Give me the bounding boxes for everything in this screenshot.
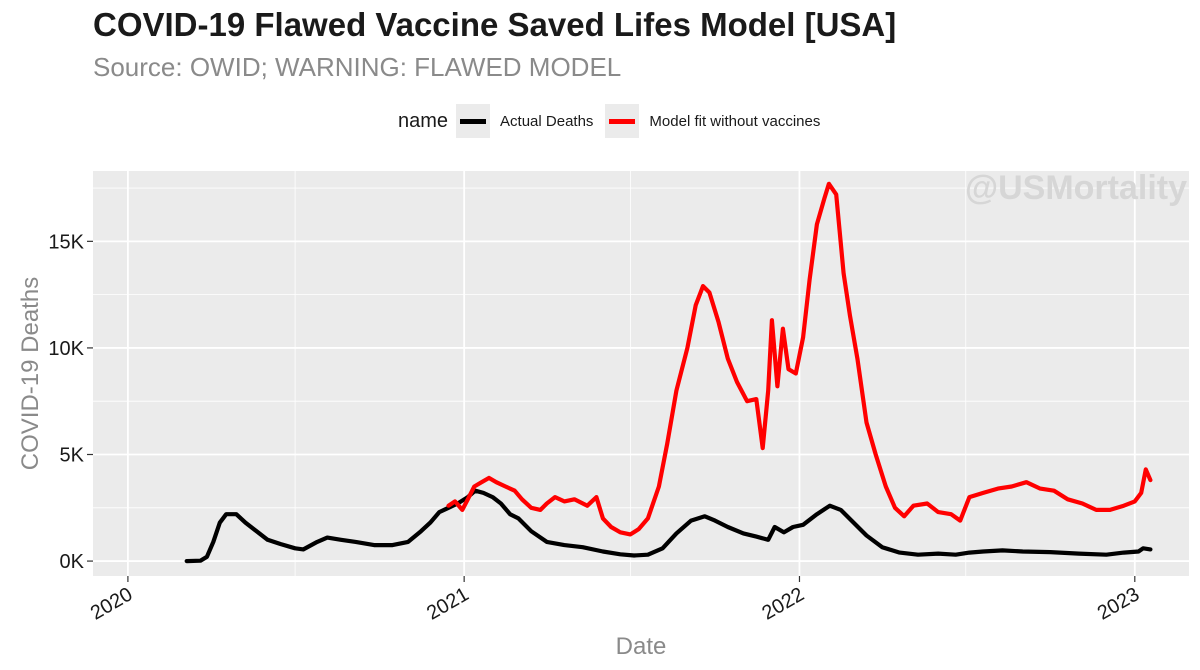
legend-label-actual-deaths: Actual Deaths (500, 112, 594, 130)
x-tick-label: 2020 (87, 583, 137, 624)
x-tick-label: 2021 (423, 583, 473, 624)
legend: name Actual Deaths Model fit without vac… (398, 103, 832, 139)
y-tick-label: 10K (48, 338, 84, 360)
x-axis-title: Date (616, 633, 667, 660)
y-tick-label: 15K (48, 231, 84, 253)
legend-label-model-fit: Model fit without vaccines (649, 112, 821, 130)
y-axis-title: COVID-19 Deaths (17, 277, 44, 470)
series-line-model-fit (446, 181, 1153, 537)
y-tick-label: 0K (60, 551, 85, 573)
legend-key-actual-deaths (456, 104, 491, 138)
legend-key-model-fit (605, 104, 640, 138)
series-line-actual-deaths (184, 488, 1153, 564)
chart-title: COVID-19 Flawed Vaccine Saved Lifes Mode… (93, 6, 897, 43)
x-tick-label: 2023 (1094, 583, 1144, 624)
legend-title: name (398, 109, 449, 132)
y-tick-label: 5K (60, 445, 85, 467)
watermark: @USMortality (965, 169, 1187, 207)
x-tick-label: 2022 (758, 583, 808, 624)
plot-panel (93, 171, 1189, 576)
chart-subtitle: Source: OWID; WARNING: FLAWED MODEL (93, 52, 622, 82)
